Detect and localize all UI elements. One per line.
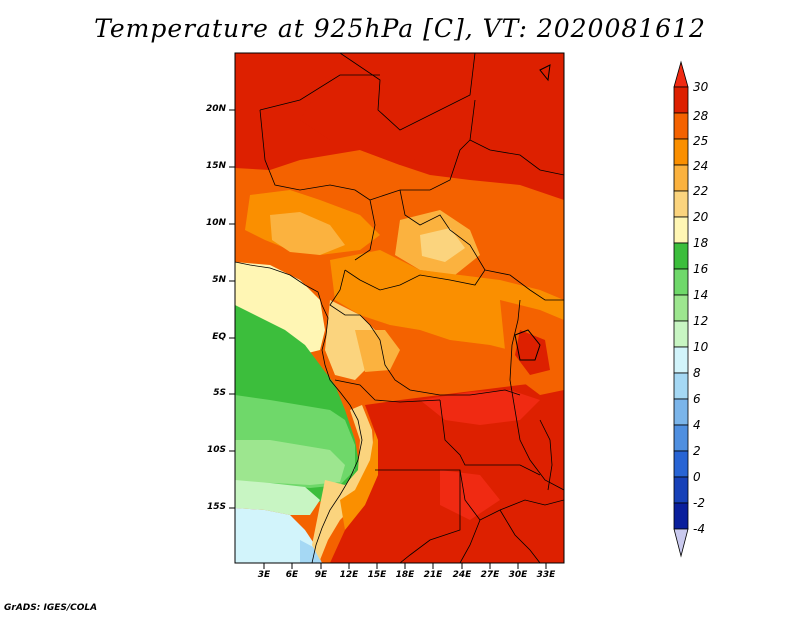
colorbar-segment <box>673 190 689 218</box>
colorbar-label-18: 18 <box>693 236 709 250</box>
colorbar-label-4: 4 <box>693 418 701 432</box>
colorbar-segment <box>673 424 689 452</box>
country-borders <box>235 53 564 563</box>
colorbar-segment <box>673 450 689 478</box>
colorbar-segment <box>673 268 689 296</box>
colorbar-bottom-arrow <box>673 528 689 558</box>
lon-label-12e: 12E <box>339 570 359 580</box>
lat-label-20n: 20N <box>205 104 226 114</box>
lat-label-15n: 15N <box>205 161 226 171</box>
colorbar-label-30: 30 <box>693 80 709 94</box>
lon-label-3e: 3E <box>257 570 271 580</box>
colorbar-label-20: 20 <box>693 210 709 224</box>
lat-label-5s: 5S <box>213 388 226 398</box>
colorbar-segment <box>673 164 689 192</box>
axis-ticks <box>229 109 547 569</box>
colorbar-label-10: 10 <box>693 340 709 354</box>
lat-label-10n: 10N <box>205 218 226 228</box>
lon-label-18e: 18E <box>395 570 415 580</box>
colorbar-segment <box>673 476 689 504</box>
lon-label-15e: 15E <box>367 570 387 580</box>
colorbar-label-16: 16 <box>693 262 709 276</box>
colorbar-label-0: 0 <box>693 470 701 484</box>
colorbar-top-arrow <box>673 60 689 88</box>
colorbar-segment <box>673 242 689 270</box>
colorbar-segment <box>673 138 689 166</box>
grads-credit: GrADS: IGES/COLA <box>4 603 98 613</box>
lat-label-10s: 10S <box>206 445 226 455</box>
colorbar-segment <box>673 112 689 140</box>
lon-label-30e: 30E <box>508 570 528 580</box>
lon-label-24e: 24E <box>452 570 472 580</box>
colorbar-label-28: 28 <box>693 109 709 123</box>
colorbar-segment <box>673 294 689 322</box>
lon-label-21e: 21E <box>423 570 443 580</box>
colorbar-label-14: 14 <box>693 288 709 302</box>
temperature-field <box>235 53 564 563</box>
lon-label-9e: 9E <box>314 570 328 580</box>
lon-label-33e: 33E <box>536 570 556 580</box>
colorbar-label-12: 12 <box>693 314 709 328</box>
map-title: Temperature at 925hPa [C], VT: 202008161… <box>94 14 706 43</box>
colorbar-label-22: 22 <box>693 184 709 198</box>
colorbar-label-25: 25 <box>693 134 709 148</box>
map-frame <box>234 52 565 564</box>
lon-label-6e: 6E <box>285 570 299 580</box>
colorbar-label-neg2: -2 <box>693 496 705 510</box>
colorbar-label-6: 6 <box>693 392 701 406</box>
lat-label-5n: 5N <box>212 275 226 285</box>
colorbar-segment <box>673 346 689 374</box>
colorbar <box>673 60 689 558</box>
lat-label-15s: 15S <box>206 502 226 512</box>
colorbar-segment <box>673 502 689 530</box>
colorbar-segment <box>673 86 689 114</box>
lat-label-eq: EQ <box>212 332 226 342</box>
colorbar-segment <box>673 372 689 400</box>
colorbar-label-2: 2 <box>693 444 701 458</box>
colorbar-label-24: 24 <box>693 159 709 173</box>
lon-label-27e: 27E <box>480 570 500 580</box>
colorbar-label-8: 8 <box>693 366 701 380</box>
colorbar-segment <box>673 398 689 426</box>
colorbar-label-neg4: -4 <box>693 522 705 536</box>
colorbar-segment <box>673 216 689 244</box>
colorbar-segment <box>673 320 689 348</box>
